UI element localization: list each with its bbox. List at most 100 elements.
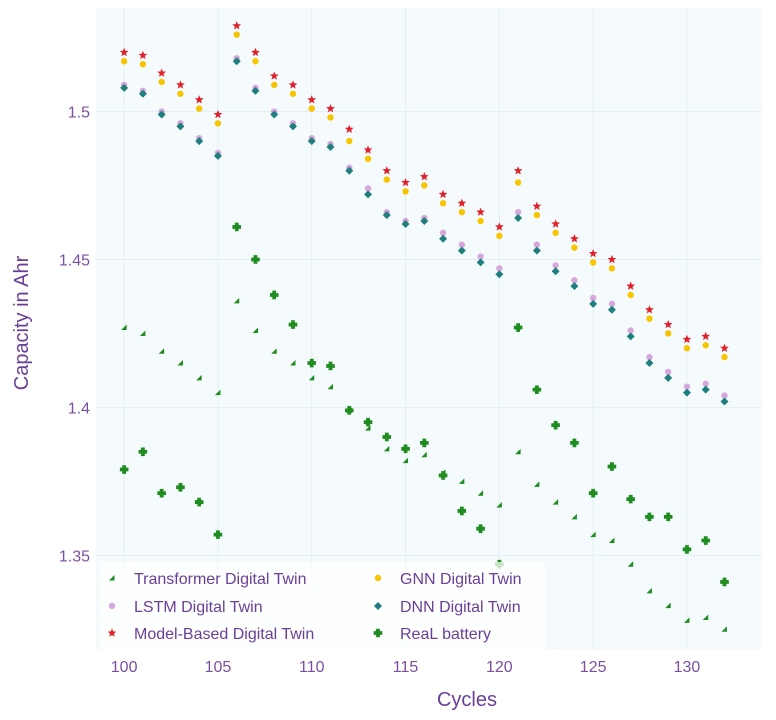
point-real-battery <box>645 512 654 522</box>
point-lstm-digital-twin <box>439 229 447 237</box>
legend-label: Model-Based Digital Twin <box>134 626 314 643</box>
point-transformer-digital-twin <box>571 513 577 520</box>
point-dnn-digital-twin <box>157 110 166 119</box>
point-real-battery <box>551 420 560 430</box>
point-transformer-digital-twin <box>665 602 671 609</box>
point-gnn-digital-twin <box>364 155 372 163</box>
legend-marker <box>374 574 382 582</box>
point-dnn-digital-twin <box>288 122 297 131</box>
point-dnn-digital-twin <box>176 122 185 131</box>
point-model-based-digital-twin <box>438 189 448 199</box>
point-model-based-digital-twin <box>269 71 279 80</box>
point-real-battery <box>176 482 185 492</box>
series-group <box>119 222 729 587</box>
point-dnn-digital-twin <box>664 373 673 382</box>
y-tick-label: 1.35 <box>59 548 90 565</box>
point-gnn-digital-twin <box>477 217 484 225</box>
point-transformer-digital-twin <box>402 457 409 464</box>
point-gnn-digital-twin <box>327 114 334 121</box>
point-dnn-digital-twin <box>514 214 523 223</box>
point-dnn-digital-twin <box>645 359 654 368</box>
point-lstm-digital-twin <box>664 368 672 376</box>
point-gnn-digital-twin <box>233 31 240 38</box>
legend-marker <box>373 628 383 638</box>
point-gnn-digital-twin <box>514 179 522 186</box>
point-real-battery <box>213 530 223 539</box>
point-dnn-digital-twin <box>420 217 429 226</box>
point-gnn-digital-twin <box>721 353 728 361</box>
point-transformer-digital-twin <box>702 614 709 620</box>
x-tick-label: 105 <box>205 659 232 676</box>
point-real-battery <box>138 447 148 457</box>
point-real-battery <box>682 545 692 554</box>
point-model-based-digital-twin <box>363 145 373 154</box>
point-dnn-digital-twin <box>626 332 635 341</box>
data-marks <box>119 21 729 632</box>
legend-background <box>100 562 545 654</box>
point-model-based-digital-twin <box>419 172 429 181</box>
point-model-based-digital-twin <box>532 201 542 210</box>
legend-marker <box>107 628 117 637</box>
legend-label: LSTM Digital Twin <box>134 599 263 616</box>
point-gnn-digital-twin <box>627 291 634 299</box>
point-real-battery <box>344 406 354 415</box>
point-dnn-digital-twin <box>364 190 373 199</box>
point-real-battery <box>626 494 635 504</box>
point-model-based-digital-twin <box>476 207 485 216</box>
series-group <box>121 297 727 632</box>
series-group <box>120 31 728 361</box>
point-gnn-digital-twin <box>571 244 578 251</box>
point-model-based-digital-twin <box>720 343 729 352</box>
point-real-battery <box>476 524 485 534</box>
point-gnn-digital-twin <box>458 208 466 216</box>
point-real-battery <box>119 465 129 474</box>
point-transformer-digital-twin <box>308 374 315 381</box>
point-gnn-digital-twin <box>589 259 597 266</box>
point-transformer-digital-twin <box>214 389 221 396</box>
point-gnn-digital-twin <box>496 232 503 240</box>
point-dnn-digital-twin <box>345 166 354 175</box>
point-real-battery <box>382 432 392 442</box>
point-real-battery <box>251 255 260 264</box>
point-gnn-digital-twin <box>158 78 165 86</box>
point-lstm-digital-twin <box>627 327 634 334</box>
point-transformer-digital-twin <box>627 561 634 567</box>
point-model-based-digital-twin <box>457 198 467 207</box>
legend: Transformer Digital Twin LSTM Digital Twi… <box>100 562 545 654</box>
plot-background <box>96 8 762 650</box>
point-lstm-digital-twin <box>702 380 709 387</box>
point-lstm-digital-twin <box>552 262 559 269</box>
legend-item: Transformer Digital Twin <box>109 571 307 588</box>
point-model-based-digital-twin <box>119 47 129 57</box>
legend-label: Transformer Digital Twin <box>134 571 307 588</box>
point-dnn-digital-twin <box>551 267 560 276</box>
legend-item: DNN Digital Twin <box>374 599 521 616</box>
point-model-based-digital-twin <box>701 331 711 341</box>
point-real-battery <box>513 323 523 332</box>
point-dnn-digital-twin <box>570 282 579 291</box>
point-gnn-digital-twin <box>383 176 390 183</box>
legend-item: GNN Digital Twin <box>374 571 522 588</box>
point-model-based-digital-twin <box>401 177 410 187</box>
point-dnn-digital-twin <box>251 86 260 95</box>
point-model-based-digital-twin <box>194 95 204 104</box>
point-transformer-digital-twin <box>233 297 240 304</box>
point-gnn-digital-twin <box>120 58 128 65</box>
point-dnn-digital-twin <box>326 143 335 152</box>
point-real-battery <box>607 462 617 471</box>
point-dnn-digital-twin <box>120 83 129 92</box>
point-gnn-digital-twin <box>308 105 315 112</box>
point-model-based-digital-twin <box>682 334 692 344</box>
point-dnn-digital-twin <box>138 89 147 98</box>
point-transformer-digital-twin <box>608 537 615 544</box>
point-real-battery <box>588 488 598 498</box>
point-transformer-digital-twin <box>646 587 652 594</box>
point-model-based-digital-twin <box>551 219 561 228</box>
point-gnn-digital-twin <box>214 120 222 127</box>
point-model-based-digital-twin <box>344 124 354 134</box>
point-lstm-digital-twin <box>533 241 541 248</box>
point-lstm-digital-twin <box>458 241 466 248</box>
point-gnn-digital-twin <box>289 90 297 97</box>
point-real-battery <box>720 577 729 587</box>
